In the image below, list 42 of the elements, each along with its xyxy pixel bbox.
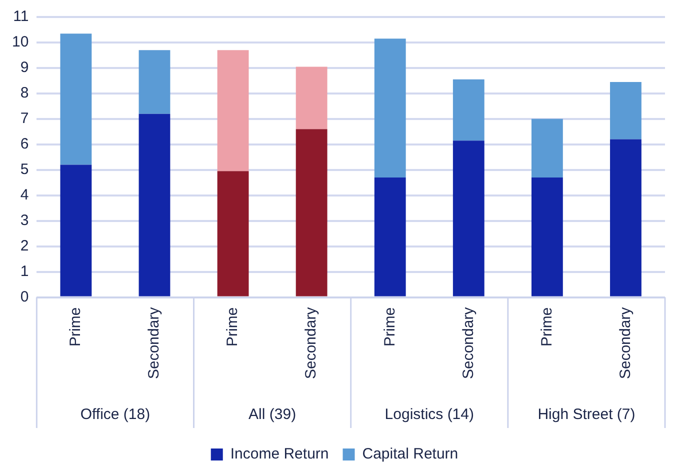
x-tick-label: Prime xyxy=(381,307,398,346)
y-tick-label: 10 xyxy=(12,34,29,51)
y-tick-label: 9 xyxy=(20,59,29,76)
legend-label: Capital Return xyxy=(362,446,458,463)
text: Logistics (14) xyxy=(384,406,474,424)
y-tick-label: 3 xyxy=(20,212,29,229)
y-tick-label: 1 xyxy=(20,262,29,280)
y-tick-label: 8 xyxy=(20,84,29,102)
bar xyxy=(60,164,92,296)
bar xyxy=(296,66,328,130)
text: High Street (7) xyxy=(538,406,636,424)
y-tick-label: 2 xyxy=(20,237,29,254)
y-tick-label: 4 xyxy=(20,186,29,204)
bar xyxy=(217,50,249,172)
y-tick-label: 0 xyxy=(20,288,29,306)
y-tick-label: 7 xyxy=(20,110,29,128)
bar xyxy=(452,79,484,141)
y-tick-label: 11 xyxy=(13,8,29,26)
bar xyxy=(138,50,170,114)
bar xyxy=(610,82,642,140)
text: All (39) xyxy=(248,406,296,424)
bar xyxy=(374,38,406,178)
x-tick-label: Secondary xyxy=(616,306,634,380)
bar xyxy=(531,178,563,296)
bar xyxy=(452,140,484,296)
bar xyxy=(138,114,170,296)
bar xyxy=(296,129,328,296)
x-tick-label: Prime xyxy=(224,307,242,346)
bar xyxy=(374,178,406,296)
legend-label: Income Return xyxy=(230,446,329,463)
x-tick-label: Secondary xyxy=(460,306,477,380)
bar xyxy=(610,139,642,296)
text: Office (18) xyxy=(80,406,150,424)
bar xyxy=(60,34,92,165)
x-tick-label: Secondary xyxy=(146,306,163,380)
bar xyxy=(531,118,563,178)
y-tick-label: 6 xyxy=(20,136,29,153)
x-tick-label: Secondary xyxy=(302,306,320,380)
x-tick-label: Prime xyxy=(538,307,556,346)
x-tick-label: Prime xyxy=(67,307,84,346)
y-tick-label: 5 xyxy=(20,161,29,178)
bar xyxy=(217,171,249,296)
